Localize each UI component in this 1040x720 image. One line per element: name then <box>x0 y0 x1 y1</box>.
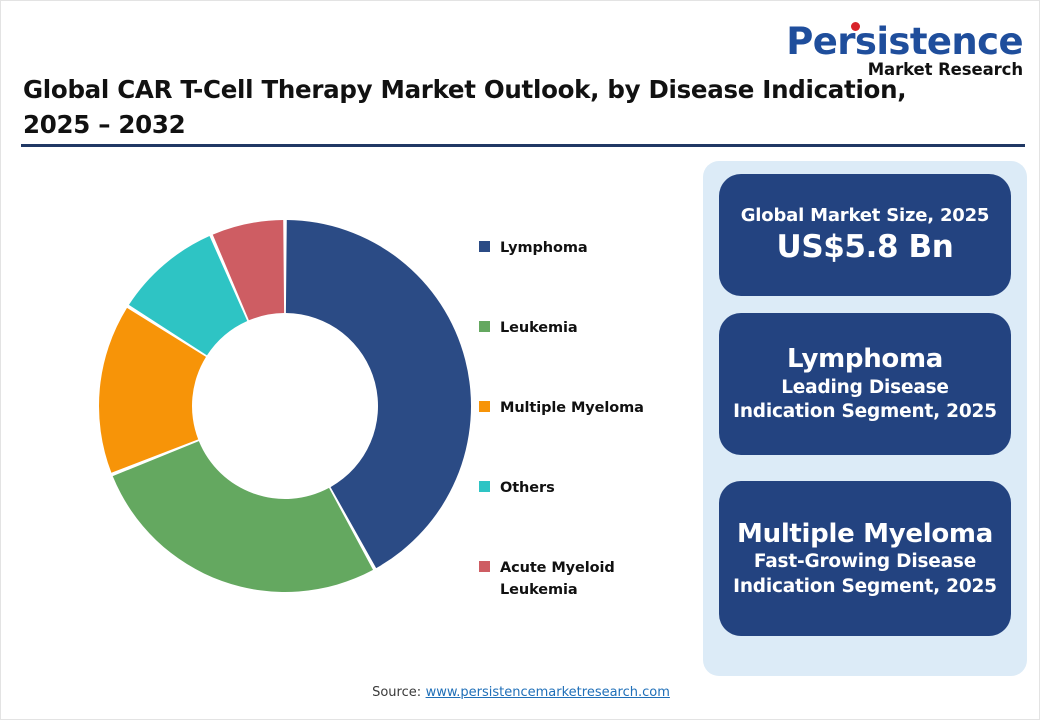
donut-chart-svg <box>99 220 471 592</box>
donut-slice[interactable] <box>99 307 207 473</box>
legend-item-others[interactable]: Others <box>479 477 694 557</box>
source-label: Source: <box>372 685 422 700</box>
market-size-caption: Global Market Size, 2025 <box>740 204 990 226</box>
market-size-card: Global Market Size, 2025 US$5.8 Bn <box>719 174 1011 296</box>
logo-tagline: Market Research <box>867 60 1023 79</box>
highlights-panel: Global Market Size, 2025 US$5.8 Bn Lymph… <box>703 161 1027 676</box>
fast-growing-segment-name: Multiple Myeloma <box>737 518 993 549</box>
fast-growing-segment-card: Multiple Myeloma Fast-Growing Disease In… <box>719 481 1011 636</box>
footer: Source: www.persistencemarketresearch.co… <box>1 683 1039 701</box>
legend-item-leukemia[interactable]: Leukemia <box>479 317 694 397</box>
donut-slice[interactable] <box>112 441 374 592</box>
legend-label: Others <box>500 480 555 496</box>
fast-growing-segment-line1: Fast-Growing Disease <box>753 551 977 573</box>
fast-growing-segment-line2: Indication Segment, 2025 <box>733 575 997 597</box>
legend-item-acute-myeloid-leukemia[interactable]: Acute Myeloid Leukemia <box>479 557 694 637</box>
header: Persistence Market Research Global CAR T… <box>1 1 1039 147</box>
chart-legend: Lymphoma Leukemia Multiple Myeloma Other… <box>479 237 694 637</box>
legend-swatch-icon <box>479 561 490 572</box>
donut-slice[interactable] <box>212 220 285 321</box>
donut-slice[interactable] <box>128 236 248 356</box>
title-divider <box>21 144 1025 147</box>
legend-item-lymphoma[interactable]: Lymphoma <box>479 237 694 317</box>
page-title: Global CAR T-Cell Therapy Market Outlook… <box>23 75 907 139</box>
leading-segment-line1: Leading Disease <box>781 376 949 398</box>
market-size-value: US$5.8 Bn <box>776 228 954 265</box>
source-link[interactable]: www.persistencemarketresearch.com <box>425 685 670 700</box>
leading-segment-name: Lymphoma <box>786 344 944 375</box>
donut-slice[interactable] <box>285 220 471 569</box>
logo-wordmark: Persistence <box>786 20 1023 63</box>
legend-label: Lymphoma <box>500 240 588 256</box>
leading-segment-card: Lymphoma Leading Disease Indication Segm… <box>719 313 1011 455</box>
legend-label: Multiple Myeloma <box>500 400 644 416</box>
donut-slice-group <box>99 220 471 592</box>
legend-item-multiple-myeloma[interactable]: Multiple Myeloma <box>479 397 694 477</box>
legend-label: Leukemia <box>500 320 578 336</box>
legend-label: Acute Myeloid Leukemia <box>500 560 615 599</box>
legend-swatch-icon <box>479 401 490 412</box>
legend-swatch-icon <box>479 241 490 252</box>
leading-segment-line2: Indication Segment, 2025 <box>733 401 997 423</box>
legend-swatch-icon <box>479 321 490 332</box>
legend-swatch-icon <box>479 481 490 492</box>
company-logo: Persistence Market Research <box>783 20 1024 79</box>
donut-chart <box>61 176 511 646</box>
logo-dot-icon <box>851 22 860 31</box>
